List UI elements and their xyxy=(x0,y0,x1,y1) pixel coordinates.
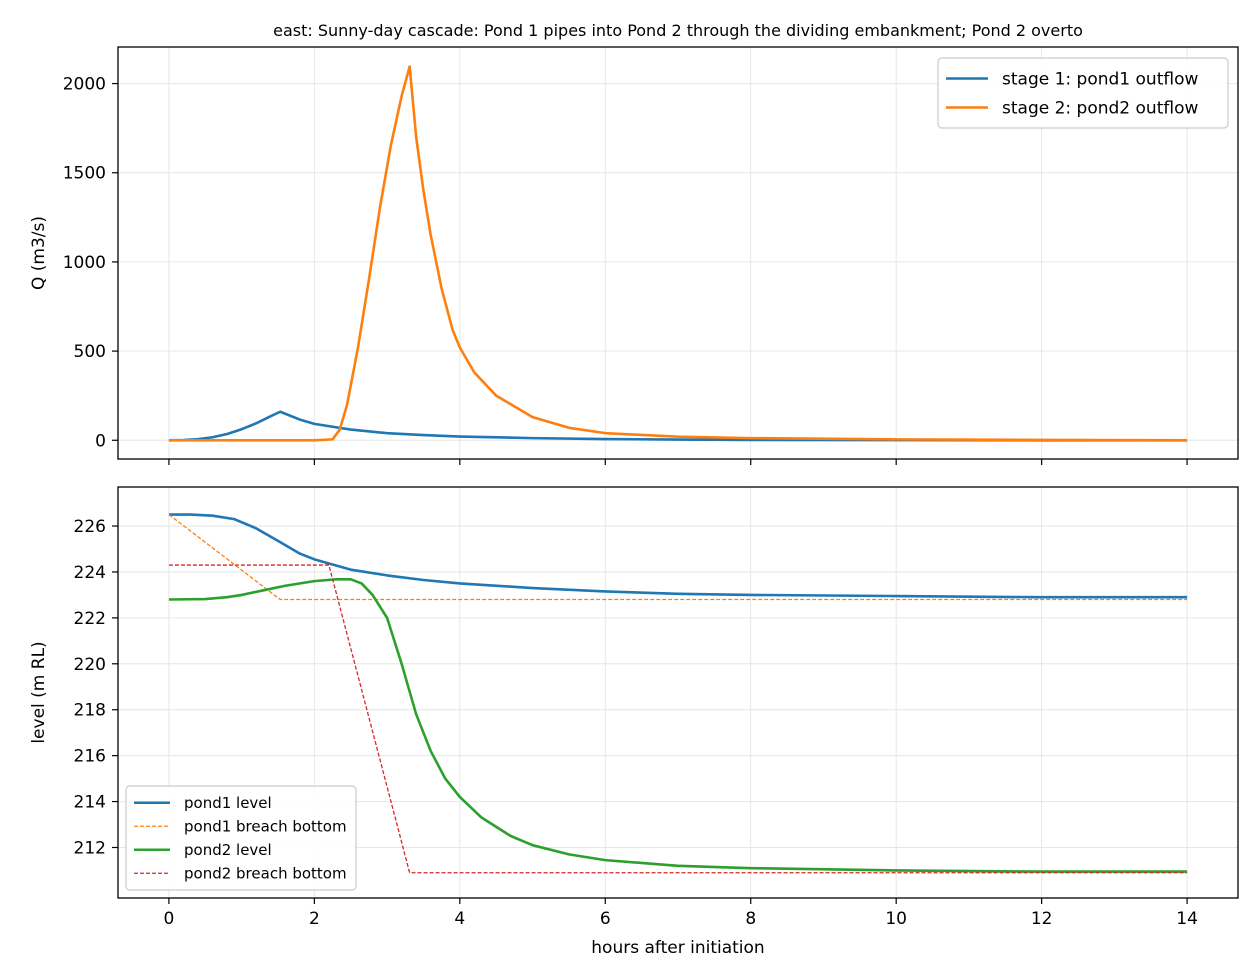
axes-frame xyxy=(117,46,1239,460)
series-line-stage-1-pond1-outflow xyxy=(168,410,1188,442)
series-line-pond1-level xyxy=(168,513,1188,599)
y-tick-label: 500 xyxy=(74,342,106,362)
x-tick-label: 0 xyxy=(163,909,174,929)
x-tick-label: 14 xyxy=(1176,909,1198,929)
y-tick-label: 216 xyxy=(74,747,106,767)
y-tick-label: 222 xyxy=(74,609,106,629)
series-line-pond2-level xyxy=(168,577,1188,873)
y-tick-label: 220 xyxy=(74,655,106,675)
x-tick-label: 4 xyxy=(454,909,465,929)
x-tick-label: 12 xyxy=(1031,909,1053,929)
y-tick-label: 0 xyxy=(95,431,106,451)
legend-box xyxy=(937,57,1229,129)
y-tick-label: 1000 xyxy=(63,253,106,273)
y-tick-label: 1500 xyxy=(63,164,106,184)
series-line-pond2-breach-bottom xyxy=(168,564,1188,874)
x-tick-label: 6 xyxy=(600,909,611,929)
y-tick-label: 218 xyxy=(74,701,106,721)
x-axis-label: hours after initiation xyxy=(591,938,764,958)
series-line-pond1-breach-bottom xyxy=(168,514,1188,601)
legend-label: stage 1: pond1 outflow xyxy=(1002,70,1198,90)
x-tick-label: 8 xyxy=(745,909,756,929)
y-tick-label: 214 xyxy=(74,793,106,813)
y-tick-label: 2000 xyxy=(63,75,106,95)
figure-title: east: Sunny-day cascade: Pond 1 pipes in… xyxy=(273,21,1083,40)
discharge-panel: 0 500 1000 1500 2000 Q (m3/s) stage 1: pond1 o… xyxy=(29,46,1239,465)
y-tick-label: 226 xyxy=(74,517,106,537)
legend-box xyxy=(125,785,357,891)
y-axis-label: level (m RL) xyxy=(29,641,49,743)
x-tick-label: 2 xyxy=(309,909,320,929)
legend: pond1 level pond1 breach bottom pond2 leve… xyxy=(125,785,357,891)
axes-frame xyxy=(117,486,1239,899)
series-line-stage-2-pond2-outflow xyxy=(168,65,1188,442)
legend-label: pond1 breach bottom xyxy=(184,818,347,836)
legend-label: pond2 level xyxy=(184,841,272,859)
y-tick-label: 224 xyxy=(74,563,106,583)
y-axis-label: Q (m3/s) xyxy=(29,216,49,290)
x-tick-label: 10 xyxy=(885,909,907,929)
legend-label: stage 2: pond2 outflow xyxy=(1002,99,1198,119)
level-panel: 0 2 4 6 8 10 12 14 212 214 216 218 220 222 224 226 level… xyxy=(29,486,1239,958)
legend-label: pond2 breach bottom xyxy=(184,865,347,883)
y-tick-label: 212 xyxy=(74,838,106,858)
legend: stage 1: pond1 outflow stage 2: pond2 out… xyxy=(937,57,1229,129)
legend-label: pond1 level xyxy=(184,794,272,812)
